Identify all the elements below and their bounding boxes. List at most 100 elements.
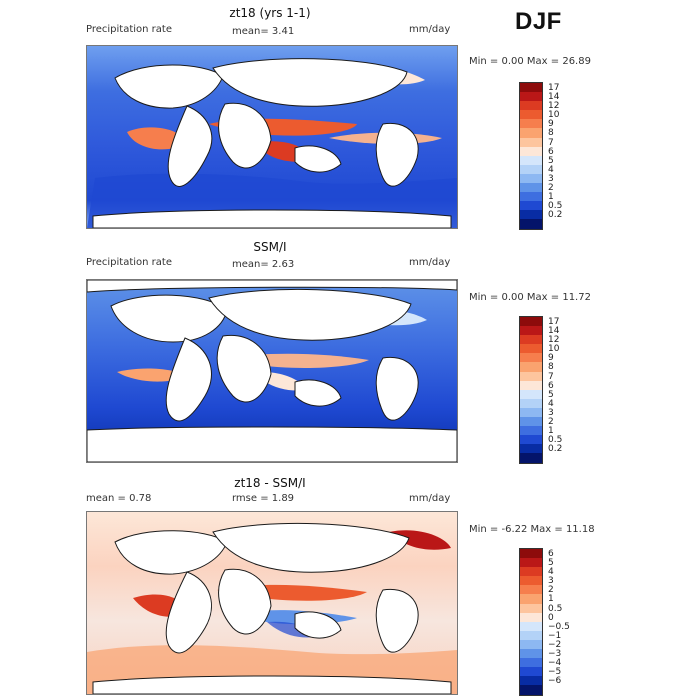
rate-legend-label-0: 17 [548, 83, 560, 93]
rate-legend-label-6: 7 [548, 137, 554, 148]
panel-3-title: zt18 - SSM/I [234, 476, 306, 490]
panel-1-center-label: mean= 3.41 [232, 26, 295, 37]
rate-legend-label-4: 9 [548, 119, 554, 130]
rate-legend-label-11: 2 [548, 183, 554, 194]
rate-legend-label-1: 14 [548, 326, 560, 337]
diff-legend-swatch-13 [520, 667, 542, 677]
diff-legend-label-1: 5 [548, 558, 554, 569]
panel-2-minmax: Min = 0.00 Max = 11.72 [469, 292, 591, 303]
rate-legend-label-4: 9 [548, 353, 554, 364]
diff-legend-swatch-15 [520, 685, 542, 695]
diff-legend-label-11: −3 [548, 649, 562, 660]
diff-legend-label-13: −5 [548, 667, 562, 678]
panel-1-minmax: Min = 0.00 Max = 26.89 [469, 56, 591, 67]
diff-legend-label-2: 4 [548, 567, 554, 578]
legend-observed [519, 316, 543, 464]
rate-legend-swatch-1 [520, 92, 542, 102]
rate-legend-swatch-4 [520, 119, 542, 129]
rate-legend-label-14: 0.2 [548, 210, 563, 221]
diff-legend-swatch-3 [520, 576, 542, 586]
rate-legend-label-3: 10 [548, 110, 560, 121]
rate-legend-label-7: 6 [548, 146, 554, 157]
diff-legend-label-9: −1 [548, 630, 562, 641]
rate-legend-label-12: 1 [548, 426, 554, 437]
rate-legend-label-3: 10 [548, 344, 560, 355]
legend-observed-labels: 17 14 12 10 9 8 7 6 5 4 3 2 1 0.5 0.2 [548, 317, 563, 454]
rate-legend-swatch-10 [520, 407, 542, 418]
panel-2-units: mm/day [409, 257, 451, 268]
rate-legend-swatch-7 [520, 146, 542, 156]
diff-legend-swatch-1 [520, 558, 542, 568]
diff-legend-label-14: −6 [548, 676, 562, 687]
diff-legend-label-12: −4 [548, 658, 562, 669]
season-label: DJF [515, 8, 562, 35]
rate-legend-swatch-11 [520, 417, 542, 427]
rate-legend-swatch-13 [520, 435, 542, 445]
diff-legend-swatch-5 [520, 594, 542, 604]
map-observed-svg [87, 280, 457, 462]
diff-legend-swatch-12 [520, 658, 542, 668]
panel-2-center-label: mean= 2.63 [232, 259, 295, 270]
panel-3-minmax: Min = -6.22 Max = 11.18 [469, 524, 595, 535]
rate-legend-label-7: 6 [548, 380, 554, 391]
diff-legend-label-5: 1 [548, 594, 554, 605]
rate-legend-swatch-11 [520, 183, 542, 193]
legend-model [519, 82, 543, 230]
rate-legend-label-11: 2 [548, 417, 554, 428]
diff-legend-swatch-10 [520, 639, 542, 650]
diff-legend-swatch-9 [520, 630, 542, 640]
rate-legend-label-8: 5 [548, 155, 554, 166]
diff-legend-swatch-4 [520, 585, 542, 595]
diff-legend-swatch-11 [520, 649, 542, 659]
panel-1-units: mm/day [409, 24, 451, 35]
panel-3-center-label: rmse = 1.89 [232, 493, 295, 504]
diff-legend-swatch-6 [520, 603, 542, 613]
rate-legend-swatch-15 [520, 219, 542, 229]
rate-legend-label-5: 8 [548, 362, 554, 373]
legend-difference-labels: 6 5 4 3 2 1 0.5 0 −0.5 −1 −2 −3 −4 −5 −6 [548, 549, 570, 687]
diff-legend-swatch-2 [520, 567, 542, 577]
rate-legend-swatch-14 [520, 210, 542, 220]
panel-2-left-label: Precipitation rate [86, 257, 172, 268]
rate-legend-label-13: 0.5 [548, 435, 563, 446]
map-model-svg [87, 46, 457, 228]
rate-legend-label-10: 3 [548, 407, 554, 418]
rate-legend-swatch-15 [520, 453, 542, 463]
rate-legend-swatch-7 [520, 380, 542, 390]
rate-legend-swatch-8 [520, 155, 542, 165]
rate-legend-label-5: 8 [548, 128, 554, 139]
map-panel-difference [86, 511, 458, 695]
model-continents [92, 58, 452, 228]
rate-legend-swatch-9 [520, 398, 542, 408]
rate-legend-label-9: 4 [548, 398, 554, 409]
diff-legend-swatch-7 [520, 612, 542, 622]
diff-continents [92, 522, 452, 694]
panel-3-units: mm/day [409, 493, 451, 504]
legend-model-labels: 17 14 12 10 9 8 7 6 5 4 3 2 1 0.5 0.2 [548, 83, 563, 221]
rate-legend-swatch-0 [520, 317, 542, 327]
diff-legend-swatch-8 [520, 621, 542, 631]
rate-legend-swatch-6 [520, 137, 542, 147]
rate-legend-swatch-2 [520, 335, 542, 345]
rate-legend-label-9: 4 [548, 164, 554, 175]
rate-legend-swatch-10 [520, 173, 542, 184]
panel-2-title: SSM/I [253, 240, 287, 254]
diff-legend-swatch-14 [520, 676, 542, 686]
legend-difference [519, 548, 543, 696]
rate-legend-label-2: 12 [548, 335, 560, 346]
rate-legend-label-0: 17 [548, 317, 560, 327]
map-panel-model [86, 45, 458, 229]
rate-legend-swatch-5 [520, 128, 542, 138]
rate-legend-swatch-8 [520, 389, 542, 399]
rate-legend-swatch-14 [520, 444, 542, 454]
rate-legend-swatch-0 [520, 83, 542, 93]
diff-legend-label-6: 0.5 [548, 603, 563, 614]
rate-legend-label-2: 12 [548, 101, 560, 112]
rate-legend-swatch-12 [520, 192, 542, 202]
diff-legend-label-10: −2 [548, 639, 562, 650]
panel-1-title: zt18 (yrs 1-1) [229, 6, 311, 20]
panel-3-left-label: mean = 0.78 [86, 493, 152, 504]
rate-legend-swatch-3 [520, 110, 542, 120]
rate-legend-label-8: 5 [548, 389, 554, 400]
diff-legend-label-4: 2 [548, 585, 554, 596]
